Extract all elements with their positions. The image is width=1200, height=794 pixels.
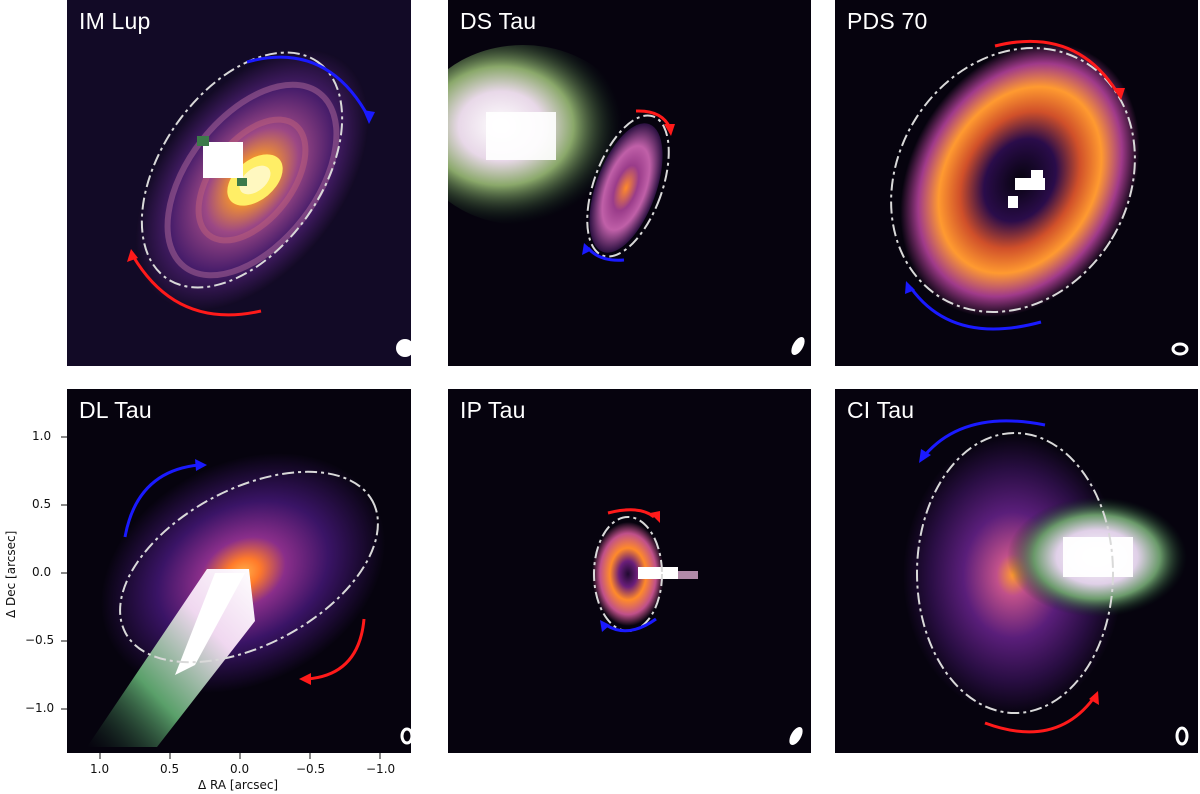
im-lup-scattered-light [203,142,243,178]
ip-tau-blue-arrow [605,617,657,633]
ci-tau-blue-arrow [923,419,1046,456]
pds-70-ellipse [890,47,1136,313]
pds-70-scattered-light [1015,178,1045,190]
dl-tau-red-arrow [306,618,366,681]
x-tick: −1.0 [366,762,396,776]
ip-tau-red-arrow [607,508,655,519]
ci-tau-red-arrow [984,698,1095,734]
y-axis-label: Δ Dec [arcsec] [4,530,18,618]
x-tick: 0.5 [160,762,180,776]
panel-label: DL Tau [79,397,152,423]
dl-tau-beam [400,727,411,745]
ds-tau-disk [589,123,663,253]
dl-tau-ellipse [119,470,379,664]
y-tick: 0.5 [32,497,52,511]
panel-label: PDS 70 [847,8,928,34]
pds-70-blue-arrow [909,287,1042,331]
panel-label: CI Tau [847,397,915,423]
panel-im-lup: IM Lup [67,0,411,366]
im-lup-image [67,0,411,366]
panel-label: IM Lup [79,8,151,34]
y-tick: 0.0 [32,565,52,579]
ds-tau-image [448,0,811,366]
pds-70-beam [1171,342,1189,356]
panel-pds-70: PDS 70 [835,0,1198,366]
dl-tau-image [67,389,411,753]
panel-ci-tau: CI Tau [835,389,1198,753]
panel-ds-tau: DS Tau [448,0,811,366]
panel-label: DS Tau [460,8,537,34]
ds-tau-ellipse [586,114,670,258]
ci-tau-ellipse [916,432,1114,714]
pds-70-red-arrow [994,39,1119,93]
y-tick: −0.5 [25,633,55,647]
pds-70-image [835,0,1198,366]
im-lup-red-arrow [131,255,262,317]
x-tick: 0.0 [230,762,250,776]
panel-ip-tau: IP Tau [448,389,811,753]
x-tick: −0.5 [296,762,326,776]
ip-tau-image [448,389,811,753]
panel-label: IP Tau [460,397,526,423]
y-tick: −1.0 [25,701,55,715]
panel-dl-tau: DL Tau [67,389,411,753]
ci-tau-beam [1175,726,1189,746]
x-axis-label: Δ RA [arcsec] [198,778,279,792]
dl-tau-blue-arrow [123,463,200,538]
ds-tau-beam [791,336,805,356]
ip-tau-beam [789,726,803,746]
im-lup-blue-arrow [246,55,371,119]
ip-tau-scattered-light [638,567,678,579]
ip-tau-disk [592,522,664,626]
y-tick: 1.0 [32,429,52,443]
ci-tau-image [835,389,1198,753]
x-tick: 1.0 [90,762,110,776]
im-lup-ellipse [140,51,344,289]
